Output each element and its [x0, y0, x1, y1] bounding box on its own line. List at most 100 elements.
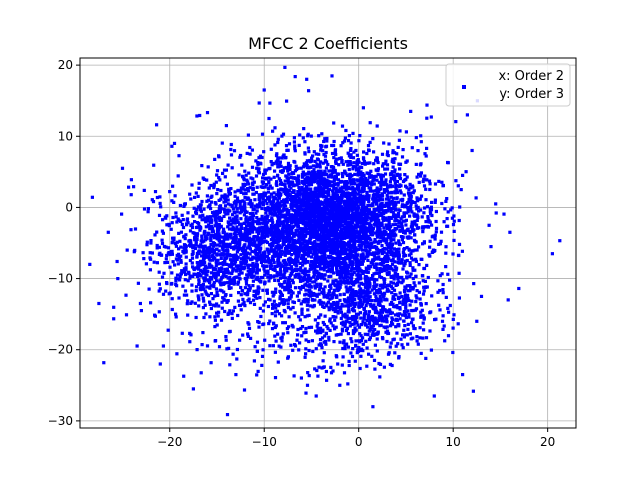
scatter-point — [303, 203, 306, 206]
scatter-point — [398, 221, 401, 224]
scatter-point — [391, 223, 394, 226]
scatter-point — [284, 199, 287, 202]
scatter-point — [381, 153, 384, 156]
scatter-point — [404, 333, 407, 336]
scatter-point — [340, 189, 343, 192]
scatter-point — [441, 328, 444, 331]
scatter-point — [314, 187, 317, 190]
scatter-point — [367, 235, 370, 238]
scatter-point — [195, 191, 198, 194]
scatter-point — [310, 255, 313, 258]
scatter-point — [293, 144, 296, 147]
scatter-point — [314, 278, 317, 281]
scatter-point — [444, 265, 447, 268]
scatter-point — [267, 181, 270, 184]
scatter-point — [401, 267, 404, 270]
scatter-point — [398, 139, 401, 142]
scatter-point — [293, 140, 296, 143]
scatter-point — [387, 250, 390, 253]
scatter-point — [245, 174, 248, 177]
scatter-point — [334, 162, 337, 165]
scatter-point — [347, 152, 350, 155]
scatter-point — [397, 201, 400, 204]
scatter-point — [253, 227, 256, 230]
scatter-point — [458, 243, 461, 246]
scatter-point — [200, 293, 203, 296]
scatter-point — [275, 193, 278, 196]
scatter-point — [423, 241, 426, 244]
scatter-point — [441, 288, 444, 291]
scatter-point — [344, 129, 347, 132]
scatter-point — [311, 339, 314, 342]
scatter-point — [401, 313, 404, 316]
scatter-point — [264, 217, 267, 220]
scatter-point — [417, 263, 420, 266]
scatter-point — [342, 163, 345, 166]
scatter-point — [415, 260, 418, 263]
scatter-point — [196, 226, 199, 229]
scatter-point — [373, 208, 376, 211]
scatter-point — [357, 240, 360, 243]
scatter-point — [161, 276, 164, 279]
scatter-point — [319, 267, 322, 270]
scatter-point — [276, 165, 279, 168]
scatter-point — [372, 334, 375, 337]
scatter-point — [402, 241, 405, 244]
scatter-point — [425, 264, 428, 267]
scatter-point — [421, 230, 424, 233]
scatter-point — [420, 140, 423, 143]
scatter-point — [307, 150, 310, 153]
scatter-point — [316, 255, 319, 258]
scatter-point — [394, 313, 397, 316]
scatter-point — [339, 293, 342, 296]
scatter-point — [165, 257, 168, 260]
scatter-point — [165, 214, 168, 217]
scatter-point — [330, 165, 333, 168]
scatter-point — [178, 240, 181, 243]
scatter-point — [405, 186, 408, 189]
scatter-point — [179, 204, 182, 207]
scatter-point — [416, 248, 419, 251]
scatter-point — [245, 179, 248, 182]
scatter-point — [416, 339, 419, 342]
scatter-point — [332, 202, 335, 205]
scatter-point — [368, 209, 371, 212]
scatter-point — [405, 271, 408, 274]
scatter-point — [420, 352, 423, 355]
scatter-point — [371, 190, 374, 193]
scatter-point — [430, 349, 433, 352]
scatter-point — [286, 196, 289, 199]
scatter-point — [285, 144, 288, 147]
scatter-point — [159, 202, 162, 205]
scatter-point — [304, 327, 307, 330]
scatter-point — [406, 259, 409, 262]
scatter-point — [298, 133, 301, 136]
scatter-point — [412, 228, 415, 231]
scatter-point — [275, 180, 278, 183]
scatter-point — [361, 320, 364, 323]
scatter-point — [423, 175, 426, 178]
scatter-point — [402, 319, 405, 322]
scatter-point — [393, 157, 396, 160]
scatter-point — [421, 274, 424, 277]
scatter-point — [410, 321, 413, 324]
scatter-point — [191, 215, 194, 218]
scatter-point — [435, 220, 438, 223]
scatter-point — [270, 193, 273, 196]
scatter-point — [423, 152, 426, 155]
scatter-point — [429, 212, 432, 215]
scatter-point — [239, 286, 242, 289]
scatter-point — [201, 240, 204, 243]
scatter-point — [391, 170, 394, 173]
scatter-point — [365, 365, 368, 368]
scatter-point — [395, 345, 398, 348]
scatter-point — [275, 223, 278, 226]
scatter-point — [392, 238, 395, 241]
scatter-point — [350, 197, 353, 200]
scatter-point — [292, 220, 295, 223]
scatter-point — [261, 215, 264, 218]
scatter-point — [430, 208, 433, 211]
scatter-point — [387, 353, 390, 356]
scatter-point — [364, 214, 367, 217]
scatter-point — [376, 349, 379, 352]
